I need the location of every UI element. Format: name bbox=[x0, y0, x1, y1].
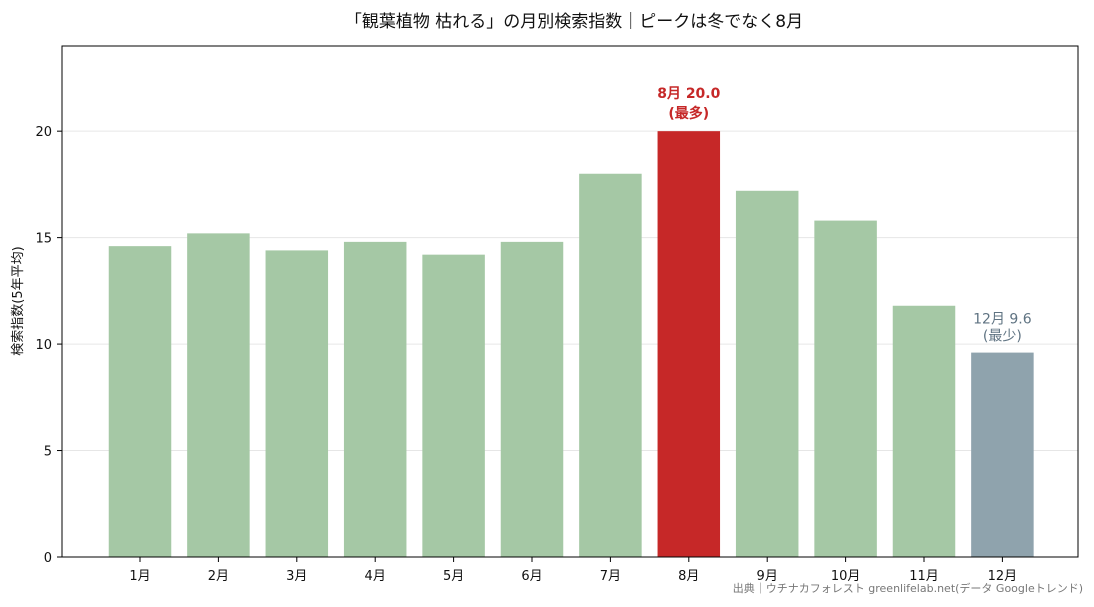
x-tick-label: 6月 bbox=[521, 569, 542, 584]
max-annotation-label: 8月 20.0 bbox=[657, 86, 720, 102]
bar-8 bbox=[657, 131, 721, 557]
bar-12 bbox=[971, 352, 1034, 557]
y-tick-label: 20 bbox=[35, 125, 52, 140]
x-tick-label: 1月 bbox=[129, 569, 150, 584]
y-axis-label: 検索指数(5年平均) bbox=[11, 246, 26, 355]
y-axis-ticks: 0 5 10 15 20 bbox=[35, 125, 62, 566]
bar-2 bbox=[187, 233, 250, 557]
bar-1 bbox=[108, 246, 172, 557]
bar-9 bbox=[735, 190, 799, 558]
chart-title: 「観葉植物 枯れる」の月別検索指数｜ピークは冬でなく8月 bbox=[345, 12, 803, 32]
min-annotation-sub: (最少) bbox=[983, 329, 1022, 345]
x-tick-label: 4月 bbox=[365, 569, 386, 584]
annotations: 8月 20.0 (最多) 12月 9.6(最少) bbox=[657, 86, 1032, 344]
plot-frame bbox=[61, 45, 1079, 558]
x-tick-label: 3月 bbox=[286, 569, 307, 584]
source-note: 出典｜ウチナカフォレスト greenlifelab.net(データ Google… bbox=[733, 581, 1083, 595]
y-tick-label: 0 bbox=[44, 551, 52, 566]
x-tick-label: 8月 bbox=[678, 569, 699, 584]
bars bbox=[108, 131, 1034, 558]
x-tick-label: 10月 bbox=[831, 569, 861, 584]
y-tick-label: 15 bbox=[35, 232, 52, 247]
bar-5 bbox=[422, 254, 485, 558]
x-tick-label: 7月 bbox=[600, 569, 621, 584]
x-tick-label: 11月 bbox=[909, 569, 939, 584]
y-tick-label: 5 bbox=[44, 445, 52, 460]
x-tick-label: 5月 bbox=[443, 569, 464, 584]
x-tick-label: 2月 bbox=[208, 569, 229, 584]
bar-3 bbox=[265, 250, 329, 557]
max-annotation-sub: (最多) bbox=[668, 105, 709, 122]
y-tick-label: 10 bbox=[35, 338, 52, 353]
min-annotation-label: 12月 9.6 bbox=[973, 312, 1032, 328]
x-axis-ticks: 1月 2月 3月 4月 5月 6月 7月 8月 9月 10月 11月 12月 bbox=[129, 557, 1017, 584]
x-tick-label: 12月 bbox=[988, 569, 1018, 584]
bar-4 bbox=[343, 241, 407, 557]
bar-10 bbox=[814, 220, 877, 557]
bar-11 bbox=[892, 305, 956, 557]
bar-7 bbox=[579, 173, 642, 557]
x-tick-label: 9月 bbox=[757, 569, 778, 584]
bar-6 bbox=[500, 241, 564, 557]
